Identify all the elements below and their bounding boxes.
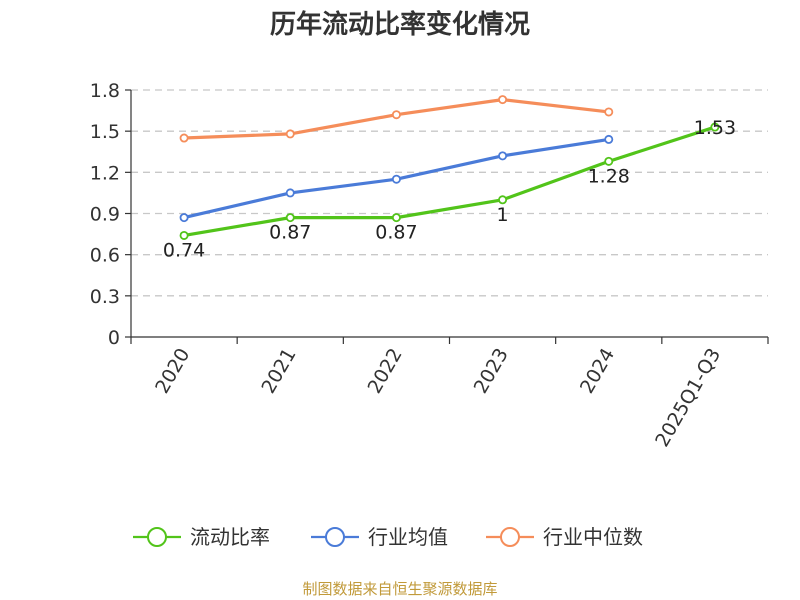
y-tick-label: 1.8 [90,80,120,102]
data-label: 1.28 [588,165,630,187]
series-line-0 [182,125,717,238]
series-point-1 [391,174,401,184]
legend-label: 行业均值 [368,525,448,549]
x-tick-label: 2021 [257,345,300,398]
legend-label: 流动比率 [190,525,270,549]
legend-item-1[interactable]: 行业均值 [311,525,448,549]
series-lines [179,95,720,240]
legend-item-0[interactable]: 流动比率 [133,525,270,549]
x-tick-label: 2023 [470,345,513,398]
series-point-0 [179,230,189,240]
series-point-1 [179,213,189,223]
legend: 流动比率 行业均值 行业中位数 [133,525,643,549]
x-tick-label: 2024 [576,345,619,398]
series-point-0 [604,156,614,166]
series-point-0 [498,195,508,205]
series-point-0 [710,122,720,132]
chart-title: 历年流动比率变化情况 [270,9,530,40]
legend-label: 行业中位数 [543,525,643,549]
y-tick-label: 0.9 [90,204,120,226]
axes: 0 0.3 0.6 0.9 1.2 1.5 1.8 2020 2021 2022 2023 2024 2… [90,80,769,451]
y-tick-label: 1.2 [90,162,120,184]
data-label: 1 [497,204,509,226]
legend-marker [500,527,520,547]
legend-item-2[interactable]: 行业中位数 [486,525,643,549]
y-tick-label: 0 [108,327,120,349]
y-tick-label: 0.3 [90,286,120,308]
x-tick-label: 2020 [151,345,194,398]
data-source-footer: 制图数据来自恒生聚源数据库 [302,580,497,598]
series-point-0 [391,213,401,223]
legend-marker [325,527,345,547]
y-tick-label: 0.6 [90,245,120,267]
grid-lines [131,89,768,297]
series-point-1 [604,134,614,144]
data-labels: 0.74 0.87 0.87 1 1.28 1.53 [163,117,736,261]
series-point-2 [498,95,508,105]
data-label: 0.74 [163,239,205,261]
data-label: 1.53 [694,117,736,139]
series-point-2 [285,129,295,139]
x-tick-label: 2022 [364,345,407,398]
data-label: 0.87 [269,222,311,244]
legend-marker [147,527,167,547]
series-point-2 [391,110,401,120]
y-tick-label: 1.5 [90,121,120,143]
series-point-1 [285,188,295,198]
series-point-2 [604,107,614,117]
x-tick-label: 2025Q1-Q3 [651,345,725,451]
data-label: 0.87 [375,222,417,244]
series-point-0 [285,213,295,223]
series-point-2 [179,133,189,143]
series-point-1 [498,151,508,161]
